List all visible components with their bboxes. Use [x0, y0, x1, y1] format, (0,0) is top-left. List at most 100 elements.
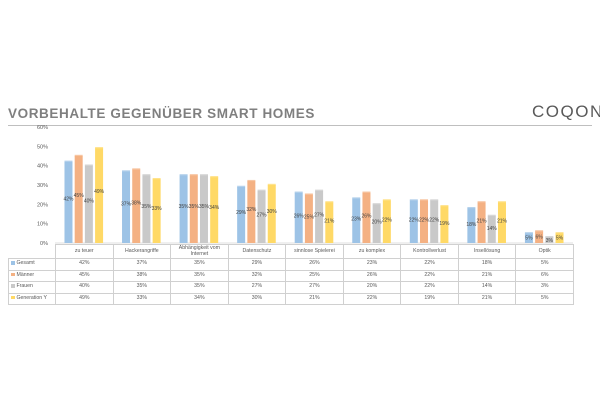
bar-maenner	[535, 231, 544, 243]
table-cell: 40%	[55, 281, 114, 294]
data-label: 45%	[74, 193, 85, 199]
bar-gesamt	[467, 208, 476, 243]
bar-frauen	[84, 165, 93, 243]
data-label: 5%	[556, 236, 564, 242]
table-row: Generation Y 49% 33% 34% 30% 21% 22% 19% 21% 5%	[8, 292, 574, 305]
table-cell: 19%	[400, 292, 459, 305]
y-tick-label: 30%	[37, 183, 48, 189]
bar-cap	[524, 232, 533, 234]
bar-cap	[179, 174, 188, 176]
bar-generation-y	[267, 185, 276, 243]
bar-gesamt	[524, 233, 533, 243]
bar-frauen	[430, 200, 439, 243]
chart-title: VORBEHALTE GEGENÜBER SMART HOMES	[8, 106, 315, 121]
bar-cap	[152, 178, 161, 180]
table-cell: 35%	[170, 269, 229, 282]
data-label: 23%	[351, 217, 362, 223]
data-label: 26%	[361, 213, 372, 219]
bar-gesamt	[409, 200, 418, 243]
table-cell: 21%	[285, 292, 344, 305]
category-label: Kontrollverlust	[400, 244, 459, 259]
bar-generation-y	[152, 179, 161, 243]
table-cell: 3%	[515, 281, 574, 294]
bar-frauen	[199, 175, 208, 243]
data-label: 35%	[199, 204, 210, 210]
bar-cap	[199, 174, 208, 176]
data-label: 6%	[536, 235, 544, 241]
bar-maenner	[189, 175, 198, 243]
legend-swatch	[11, 284, 15, 288]
data-label: 42%	[63, 196, 74, 202]
data-label: 22%	[409, 218, 420, 224]
bar-generation-y	[555, 233, 564, 243]
bar-cap	[372, 203, 381, 205]
bar-maenner	[74, 156, 83, 243]
data-label: 35%	[179, 204, 190, 210]
legend-entry: Generation Y	[8, 292, 56, 305]
legend-entry: Gesamt	[8, 258, 56, 271]
bar-frauen	[487, 215, 496, 243]
table-row: Männer 45% 38% 35% 32% 25% 26% 22% 21% 6%	[8, 269, 574, 282]
bar-cap	[430, 199, 439, 201]
series-name: Generation Y	[16, 295, 47, 302]
data-label: 26%	[294, 213, 305, 219]
bar-cap	[409, 199, 418, 201]
category-label: Datenschutz	[227, 244, 287, 259]
data-label: 49%	[94, 189, 105, 195]
legend-swatch	[11, 272, 15, 277]
bar-cap	[132, 168, 141, 170]
bar-gesamt	[122, 171, 131, 243]
series-name: Männer	[16, 272, 35, 279]
table-cell: 27%	[285, 281, 344, 294]
table-cell: 35%	[112, 281, 172, 294]
table-cell: 18%	[457, 258, 517, 271]
data-label: 33%	[152, 206, 163, 212]
bar-gesamt	[237, 186, 246, 243]
category-label: zu teuer	[55, 244, 114, 259]
table-cell: 21%	[457, 269, 517, 282]
bar-cap	[237, 185, 246, 188]
bar-cap	[325, 201, 334, 203]
table-cell: 23%	[342, 258, 402, 271]
table-cell: 45%	[55, 269, 114, 282]
data-label: 22%	[419, 218, 430, 224]
data-label: 30%	[267, 209, 278, 215]
bar-cap	[247, 179, 256, 182]
bar-generation-y	[382, 200, 391, 243]
table-cell: 32%	[227, 269, 287, 282]
table-cell: 42%	[55, 258, 114, 271]
bar-cap	[122, 170, 131, 172]
data-label: 38%	[131, 201, 142, 207]
table-cell: 22%	[400, 258, 459, 271]
bar-cap	[362, 191, 371, 194]
legend-entry: Männer	[8, 269, 56, 282]
data-label: 21%	[477, 219, 488, 225]
y-tick-label: 60%	[37, 125, 48, 131]
bar-cap	[440, 205, 449, 207]
bar-maenner	[304, 194, 313, 243]
bar-cap	[257, 189, 266, 192]
legend-entry: Frauen	[8, 281, 56, 294]
data-label: 21%	[324, 219, 335, 225]
table-cell: 38%	[112, 269, 172, 282]
data-label: 35%	[189, 204, 200, 210]
bar-gesamt	[294, 192, 303, 243]
bar-cap	[535, 230, 544, 232]
bar-gesamt	[64, 161, 73, 243]
data-label: 21%	[497, 219, 508, 225]
table-row: Gesamt 42% 37% 35% 29% 26% 23% 22% 18% 5%	[8, 258, 574, 271]
data-label: 25%	[304, 214, 315, 220]
table-cell: 34%	[170, 292, 229, 305]
bar-cap	[64, 160, 73, 163]
y-tick-label: 40%	[37, 164, 48, 170]
table-cell: 26%	[285, 258, 344, 271]
bar-cap	[477, 201, 486, 203]
table-cell: 37%	[112, 258, 172, 271]
bar-frauen	[257, 190, 266, 243]
table-cell: 35%	[170, 281, 229, 294]
bar-frauen	[545, 237, 554, 243]
data-label: 22%	[429, 218, 440, 224]
category-label: Optik	[515, 244, 574, 259]
category-label: Insellösung	[457, 244, 517, 259]
table-cell: 25%	[285, 269, 344, 282]
